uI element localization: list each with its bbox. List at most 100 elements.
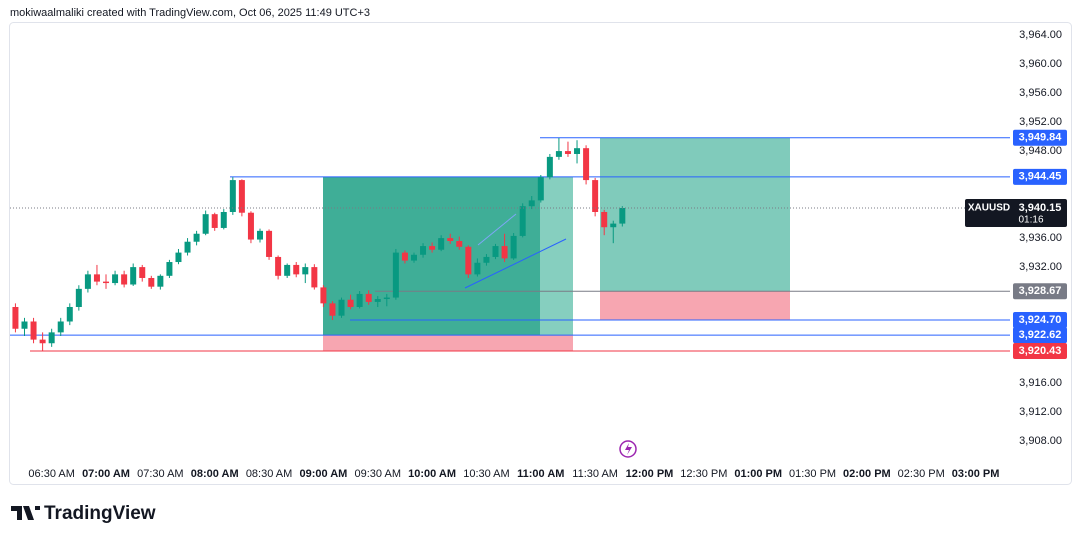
candle-body	[528, 200, 535, 207]
candle-body	[229, 180, 236, 212]
y-tick-label: 3,936.00	[1019, 232, 1062, 244]
candle-body	[275, 256, 282, 276]
x-tick-label: 01:00 PM	[734, 468, 782, 480]
x-tick-label: 12:30 PM	[680, 468, 727, 480]
candle-body	[320, 287, 327, 304]
price-level-tag	[1013, 327, 1067, 344]
price-level-label: 3,949.84	[1019, 132, 1063, 144]
x-tick-label: 06:30 AM	[28, 468, 74, 480]
candle-body	[121, 274, 128, 285]
price-level-tag	[1013, 283, 1067, 300]
price-level-tag	[1013, 129, 1067, 146]
price-level-label: 3,922.62	[1019, 329, 1062, 341]
candle-body	[293, 264, 300, 275]
candle-body	[12, 306, 19, 329]
x-tick-label: 02:30 PM	[898, 468, 945, 480]
x-tick-label: 12:00 PM	[626, 468, 674, 480]
candle-body	[601, 211, 608, 228]
x-tick-label: 01:30 PM	[789, 468, 836, 480]
x-tick-label: 09:00 AM	[299, 468, 347, 480]
x-tick-label: 10:30 AM	[463, 468, 509, 480]
candle-body	[202, 214, 209, 234]
trend-line	[477, 213, 517, 246]
candle-body	[247, 212, 254, 240]
candle-body	[57, 321, 64, 333]
logo-text: TradingView	[44, 503, 156, 524]
candle-body	[39, 339, 46, 344]
candle-body	[392, 252, 399, 298]
candle-body	[383, 297, 390, 300]
candle-body	[139, 267, 146, 278]
price-level-tag	[1013, 312, 1067, 329]
candle-body	[356, 293, 363, 307]
candle-body	[266, 230, 273, 257]
candle-body	[510, 235, 517, 259]
candle-body	[365, 293, 372, 302]
y-tick-label: 3,952.00	[1019, 116, 1062, 128]
candle-body	[465, 246, 472, 275]
header: mokiwaalmaliki created with TradingView.…	[10, 7, 370, 19]
logo-mark	[11, 506, 40, 520]
candle-body	[574, 148, 581, 154]
candle-body	[420, 246, 427, 255]
y-tick-label: 3,964.00	[1019, 29, 1062, 41]
x-tick-label: 08:00 AM	[191, 468, 239, 480]
candle-body	[193, 233, 200, 242]
x-tick-label: 11:00 AM	[517, 468, 564, 480]
y-tick-label: 3,948.00	[1019, 145, 1062, 157]
trend-line	[464, 238, 567, 289]
candle-body	[456, 241, 463, 247]
candle-body	[220, 211, 227, 228]
candle-body	[329, 303, 336, 316]
target-zone	[600, 137, 790, 292]
candle-body	[347, 299, 354, 307]
candle-body	[447, 238, 454, 241]
candle-body	[84, 274, 91, 289]
event-icon[interactable]	[619, 440, 637, 458]
countdown-label: 01:16	[1018, 215, 1043, 226]
candle-body	[338, 299, 345, 316]
x-tick-label: 02:00 PM	[843, 468, 891, 480]
candle-body	[211, 214, 218, 228]
candle-body	[257, 230, 263, 240]
x-tick-label: 09:30 AM	[355, 468, 401, 480]
candle-body	[492, 246, 499, 257]
candle-body	[537, 177, 544, 201]
y-tick-label: 3,932.00	[1019, 261, 1062, 273]
candle-body	[501, 246, 508, 259]
stop-zone	[323, 335, 573, 352]
candle-body	[438, 238, 445, 250]
candle-body	[284, 264, 291, 276]
current-price-label: 3,940.15	[1019, 202, 1062, 214]
candle-body	[148, 277, 155, 287]
symbol-label: XAUUSD	[968, 203, 1010, 214]
candle-body	[374, 299, 381, 302]
price-level-tag	[1013, 343, 1067, 360]
candle-body	[564, 151, 571, 154]
candle-body	[410, 254, 417, 261]
price-level-label: 3,928.67	[1019, 285, 1062, 297]
x-tick-label: 08:30 AM	[246, 468, 292, 480]
candle-body	[166, 262, 173, 276]
candle-body	[112, 274, 119, 284]
candle-body	[48, 332, 55, 344]
x-tick-label: 10:00 AM	[408, 468, 456, 480]
candle-body	[66, 306, 73, 322]
x-tick-label: 07:30 AM	[137, 468, 183, 480]
logo: TradingView	[11, 503, 156, 524]
candle-body	[157, 275, 164, 287]
y-tick-label: 3,956.00	[1019, 87, 1062, 99]
candle-body	[130, 267, 137, 285]
price-level-label: 3,944.45	[1019, 171, 1062, 183]
position-tools	[323, 137, 790, 352]
candle-body	[429, 246, 436, 250]
candle-body	[302, 267, 309, 275]
y-tick-label: 3,960.00	[1019, 58, 1062, 70]
x-tick-label: 07:00 AM	[82, 468, 130, 480]
stop-zone	[600, 291, 790, 321]
candle-body	[21, 321, 28, 329]
candle-body	[583, 148, 590, 181]
candle-body	[555, 151, 562, 157]
candle-body	[30, 321, 37, 340]
